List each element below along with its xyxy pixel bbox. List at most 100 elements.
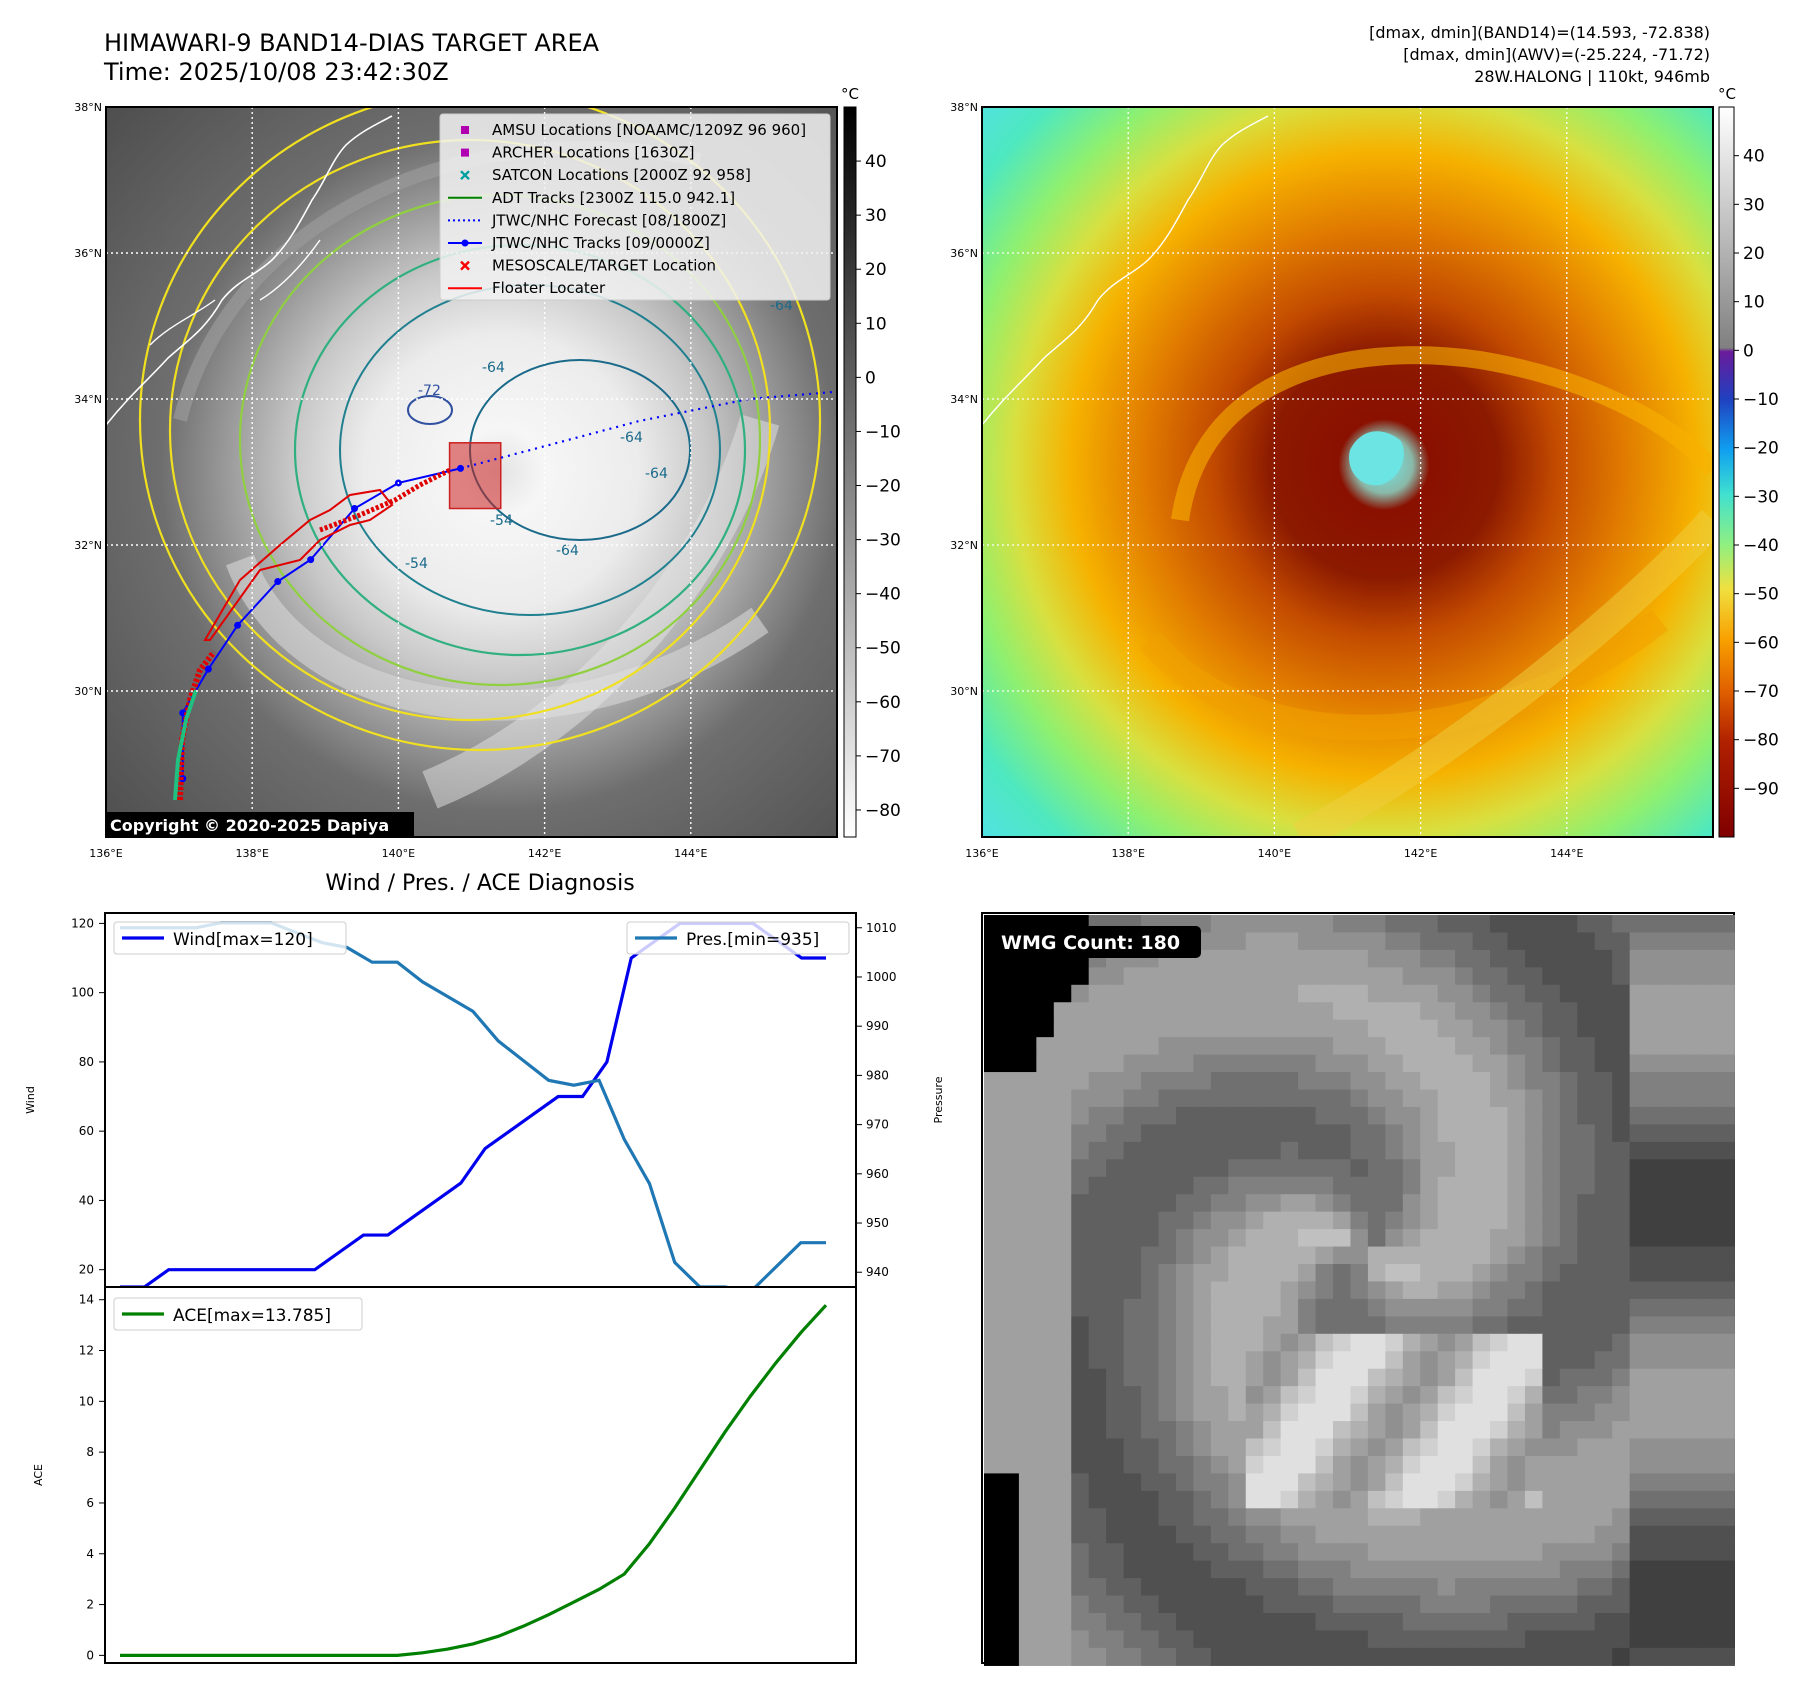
wmg-pixel bbox=[984, 1630, 1003, 1649]
wmg-pixel bbox=[1682, 1019, 1701, 1038]
wmg-pixel bbox=[1333, 1508, 1352, 1527]
wmg-pixel bbox=[1210, 1159, 1229, 1178]
wmg-pixel bbox=[1472, 949, 1491, 968]
wmg-pixel bbox=[1141, 1595, 1160, 1614]
wmg-pixel bbox=[1472, 984, 1491, 1003]
wmg-pixel bbox=[1228, 1298, 1247, 1317]
wmg-pixel bbox=[1420, 1141, 1439, 1160]
wmg-pixel bbox=[1123, 1647, 1142, 1666]
wmg-pixel bbox=[1315, 1229, 1334, 1248]
wmg-pixel bbox=[1507, 1159, 1526, 1178]
wmg-pixel bbox=[1524, 1316, 1543, 1335]
wmg-pixel bbox=[1228, 1578, 1247, 1597]
wmg-pixel bbox=[1141, 1490, 1160, 1509]
wmg-pixel bbox=[1036, 1072, 1055, 1091]
wmg-pixel bbox=[1629, 1106, 1648, 1125]
wmg-pixel bbox=[1315, 1333, 1334, 1352]
wmg-pixel bbox=[1123, 1124, 1142, 1143]
wmg-pixel bbox=[1542, 1298, 1561, 1317]
wmg-pixel bbox=[1053, 1578, 1072, 1597]
wmg-pixel bbox=[1298, 1106, 1317, 1125]
wmg-pixel bbox=[1490, 1211, 1509, 1230]
wmg-pixel bbox=[1053, 1281, 1072, 1300]
wmg-pixel bbox=[1682, 1176, 1701, 1195]
wmg-pixel bbox=[1542, 1281, 1561, 1300]
wmg-pixel bbox=[1193, 1647, 1212, 1666]
wmg-pixel bbox=[1141, 1264, 1160, 1283]
wmg-pixel bbox=[1298, 1229, 1317, 1248]
wmg-pixel bbox=[1298, 932, 1317, 951]
wmg-pixel bbox=[1018, 1072, 1037, 1091]
wmg-pixel bbox=[1228, 1054, 1247, 1073]
wmg-pixel bbox=[1333, 1281, 1352, 1300]
wmg-pixel bbox=[1088, 1525, 1107, 1544]
wmg-pixel bbox=[1088, 1089, 1107, 1108]
wmg-pixel bbox=[1594, 1455, 1613, 1474]
wmg-pixel bbox=[1699, 1525, 1718, 1544]
wmg-pixel bbox=[1472, 1194, 1491, 1213]
wmg-pixel bbox=[1420, 1019, 1439, 1038]
wmg-pixel bbox=[1699, 1403, 1718, 1422]
wmg-pixel bbox=[1315, 1560, 1334, 1579]
legend-marker bbox=[460, 260, 470, 271]
wmg-pixel bbox=[1071, 1333, 1090, 1352]
wmg-pixel bbox=[984, 1002, 1003, 1021]
wmg-pixel bbox=[1106, 1211, 1125, 1230]
wmg-pixel bbox=[1245, 1002, 1264, 1021]
wmg-pixel bbox=[1298, 1455, 1317, 1474]
wmg-pixel bbox=[1036, 1543, 1055, 1562]
wmg-pixel bbox=[1001, 1124, 1020, 1143]
wmg-pixel bbox=[1228, 915, 1247, 934]
wmg-pixel bbox=[1559, 915, 1578, 934]
wmg-pixel bbox=[1699, 1316, 1718, 1335]
wmg-pixel bbox=[1001, 1316, 1020, 1335]
wmg-pixel bbox=[1507, 1316, 1526, 1335]
wmg-pixel bbox=[1245, 1368, 1264, 1387]
wmg-pixel bbox=[1175, 1246, 1194, 1265]
wmg-pixel bbox=[1315, 1578, 1334, 1597]
ace-y-tick-label: 12 bbox=[79, 1344, 94, 1358]
wmg-pixel bbox=[1367, 1264, 1386, 1283]
wmg-pixel bbox=[1594, 1630, 1613, 1649]
wmg-pixel bbox=[1280, 1368, 1299, 1387]
wmg-pixel bbox=[1612, 984, 1631, 1003]
wmg-pixel bbox=[1088, 1421, 1107, 1440]
wmg-pixel bbox=[1245, 932, 1264, 951]
wmg-pixel bbox=[1053, 1124, 1072, 1143]
wmg-pixel bbox=[1524, 1054, 1543, 1073]
wmg-pixel bbox=[1559, 1333, 1578, 1352]
ace-axis-label: ACE bbox=[32, 1464, 45, 1486]
wmg-pixel bbox=[1507, 1351, 1526, 1370]
wmg-pixel bbox=[1699, 1438, 1718, 1457]
wmg-pixel bbox=[1018, 1124, 1037, 1143]
colorbar-tick-label: −50 bbox=[1743, 585, 1779, 605]
wmg-pixel bbox=[1647, 1333, 1666, 1352]
wmg-pixel bbox=[1018, 1037, 1037, 1056]
wmg-pixel bbox=[1402, 1403, 1421, 1422]
wmg-pixel bbox=[1664, 984, 1683, 1003]
wmg-pixel bbox=[1682, 1298, 1701, 1317]
wmg-pixel bbox=[1507, 1368, 1526, 1387]
colorbar-unit: °C bbox=[841, 85, 859, 103]
wmg-pixel bbox=[984, 1124, 1003, 1143]
wmg-pixel bbox=[1612, 1647, 1631, 1666]
wmg-pixel bbox=[1106, 1473, 1125, 1492]
wmg-pixel bbox=[1123, 1089, 1142, 1108]
wmg-pixel bbox=[1716, 1455, 1735, 1474]
wmg-pixel bbox=[1664, 1508, 1683, 1527]
wmg-pixel bbox=[1263, 932, 1282, 951]
wmg-pixel bbox=[1699, 1141, 1718, 1160]
wmg-pixel bbox=[1158, 1229, 1177, 1248]
wmg-pixel bbox=[1594, 1037, 1613, 1056]
wmg-pixel bbox=[1472, 1124, 1491, 1143]
wmg-pixel bbox=[1664, 1229, 1683, 1248]
wmg-pixel bbox=[1437, 1525, 1456, 1544]
wmg-pixel bbox=[1175, 1630, 1194, 1649]
wmg-pixel bbox=[1577, 1298, 1596, 1317]
wmg-pixel bbox=[1437, 1019, 1456, 1038]
wmg-pixel bbox=[1193, 1578, 1212, 1597]
wmg-pixel bbox=[1682, 1421, 1701, 1440]
wmg-pixel bbox=[1542, 1455, 1561, 1474]
floater-locater bbox=[203, 488, 394, 641]
wmg-pixel bbox=[1036, 1368, 1055, 1387]
